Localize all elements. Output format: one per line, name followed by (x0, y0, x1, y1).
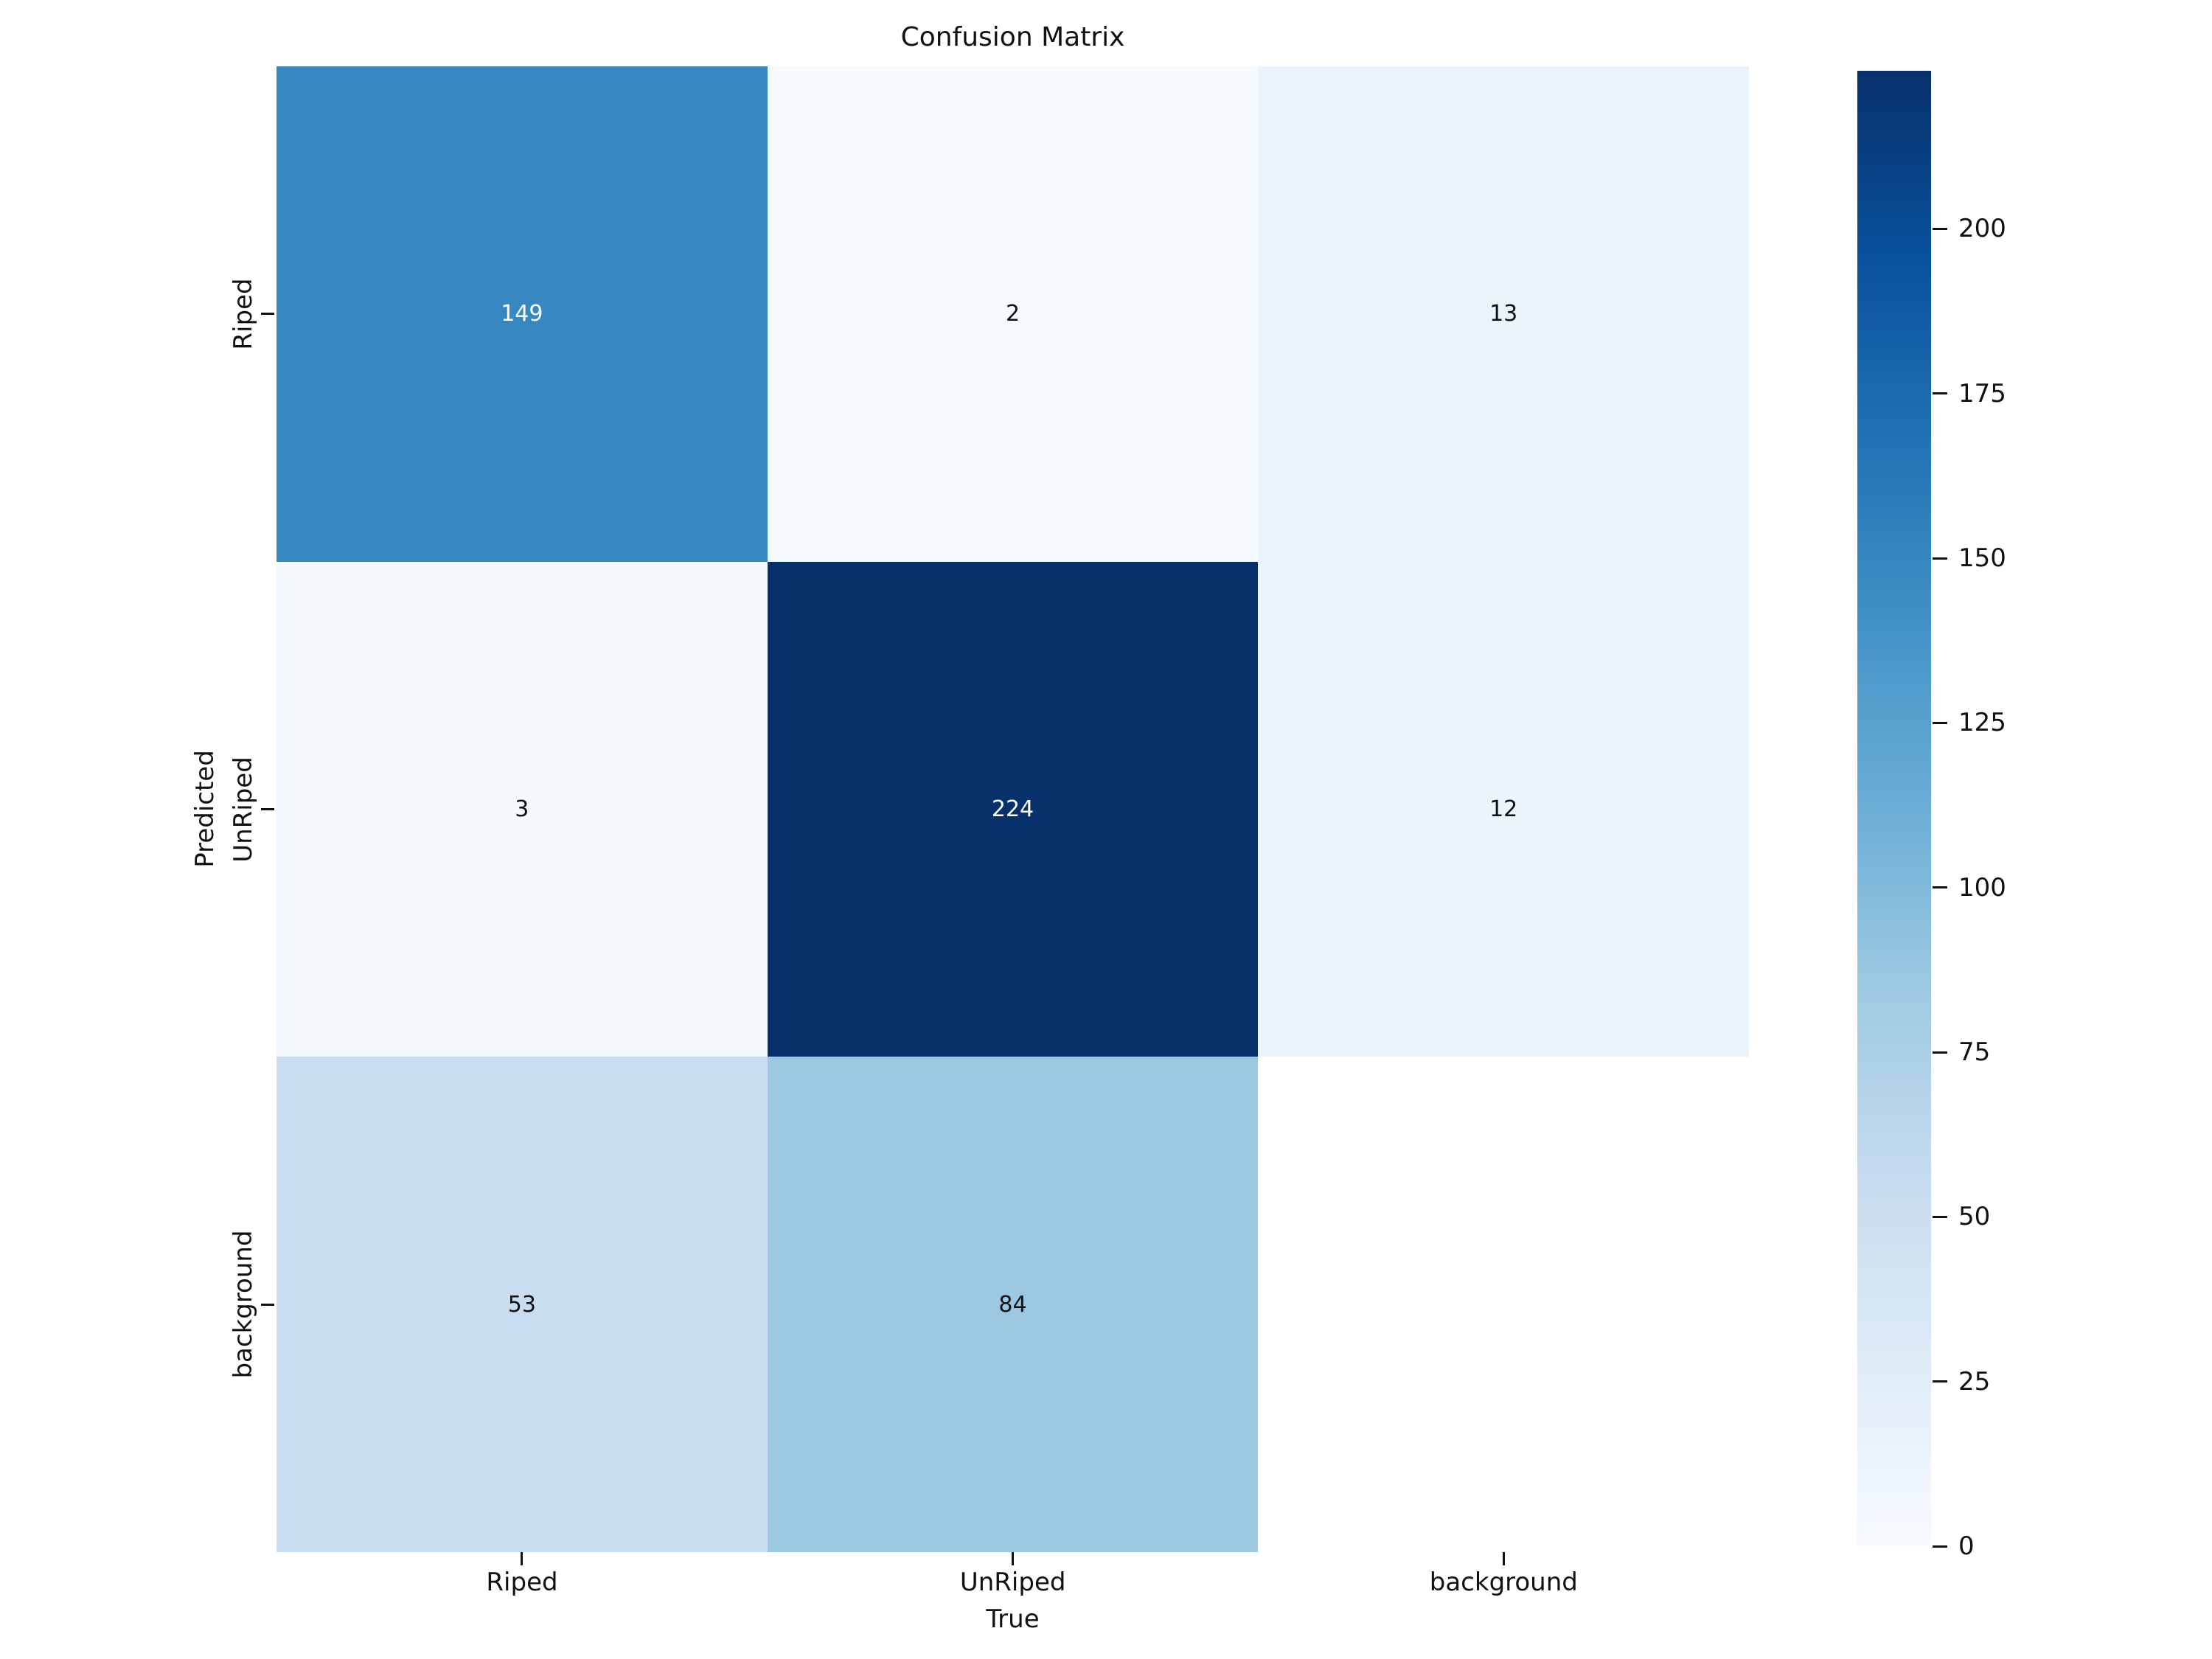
cell-value: 13 (1489, 301, 1518, 327)
heatmap-cell-r0c2: 13 (1258, 66, 1749, 562)
colorbar-tick-label: 150 (1958, 543, 2006, 574)
colorbar-tick-label: 100 (1958, 872, 2006, 902)
cell-value: 3 (515, 796, 529, 822)
y-tick-label-background: background (229, 1230, 258, 1379)
heatmap-cell-r2c1: 84 (767, 1057, 1259, 1552)
cell-value: 224 (991, 796, 1034, 822)
colorbar-tick-mark (1933, 1051, 1947, 1054)
y-tick-mark (261, 1303, 274, 1306)
cell-value: 2 (1005, 301, 1020, 327)
y-tick-mark (261, 808, 274, 810)
x-axis-label: True (986, 1604, 1040, 1634)
y-tick-label-unriped: UnRiped (229, 756, 258, 863)
cell-value: 12 (1489, 796, 1518, 822)
colorbar-tick-mark (1933, 227, 1947, 230)
x-tick-mark (1502, 1552, 1505, 1565)
x-tick-label-unriped: UnRiped (959, 1568, 1066, 1597)
y-tick-mark (261, 313, 274, 316)
heatmap-cell-r0c0: 149 (276, 66, 768, 562)
colorbar-tick-mark (1933, 392, 1947, 395)
cell-value: 149 (501, 301, 543, 327)
cell-value: 53 (507, 1291, 536, 1318)
x-tick-mark (1012, 1552, 1014, 1565)
colorbar-tick-mark (1933, 1380, 1947, 1383)
colorbar-tick-label: 75 (1958, 1037, 1991, 1068)
heatmap-cell-r0c1: 2 (767, 66, 1259, 562)
colorbar-gradient (1857, 71, 1931, 1546)
colorbar-tick-label: 175 (1958, 378, 2006, 408)
colorbar-tick-mark (1933, 1215, 1947, 1218)
heatmap-cell-r1c1: 224 (767, 561, 1259, 1057)
colorbar-tick-label: 200 (1958, 214, 2006, 244)
heatmap-cell-r2c2 (1258, 1057, 1749, 1552)
x-tick-label-background: background (1429, 1568, 1578, 1597)
x-tick-mark (521, 1552, 524, 1565)
heatmap-cell-r1c2: 12 (1258, 561, 1749, 1057)
colorbar-tick-mark (1933, 721, 1947, 724)
colorbar-tick-mark (1933, 1545, 1947, 1548)
colorbar-tick-mark (1933, 886, 1947, 889)
heatmap-cell-r1c0: 3 (276, 561, 768, 1057)
x-tick-label-riped: Riped (486, 1568, 558, 1597)
y-tick-label-riped: Riped (229, 278, 258, 350)
colorbar-tick-label: 25 (1958, 1366, 1991, 1397)
heatmap-grid: 149 2 13 3 224 12 53 84 (276, 66, 1749, 1552)
colorbar-tick-label: 50 (1958, 1202, 1991, 1232)
cell-value: 84 (998, 1291, 1027, 1318)
heatmap-cell-r2c0: 53 (276, 1057, 768, 1552)
y-axis-label: Predicted (190, 750, 220, 868)
colorbar-tick-label: 0 (1958, 1531, 1975, 1561)
colorbar-tick-label: 125 (1958, 708, 2006, 738)
chart-title: Confusion Matrix (900, 22, 1125, 52)
colorbar-tick-mark (1933, 557, 1947, 560)
